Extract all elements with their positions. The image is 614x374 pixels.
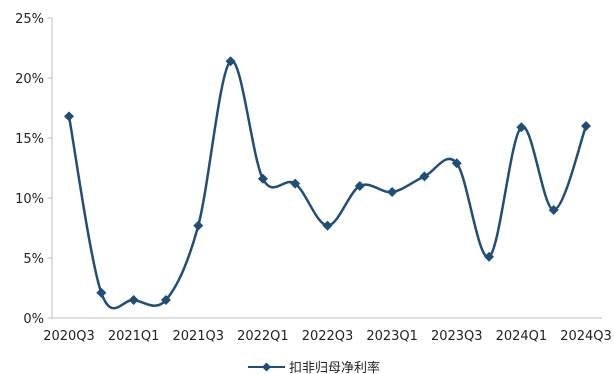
y-tick-label: 5% (23, 252, 44, 267)
x-tick-label: 2022Q1 (237, 329, 289, 344)
series-line (67, 59, 588, 310)
data-point-marker (290, 178, 301, 189)
y-axis: 0% 5% 10% 15% 20% 25% (15, 12, 53, 327)
x-tick-label: 2024Q1 (496, 329, 548, 344)
legend: 扣非归母净利率 (248, 360, 380, 374)
x-tick-label: 2020Q3 (43, 329, 95, 344)
data-point-marker (64, 111, 74, 122)
y-tick-label: 25% (15, 12, 44, 27)
data-point-marker (193, 220, 204, 231)
x-tick-label: 2021Q1 (108, 329, 160, 344)
y-tick-label: 0% (23, 312, 44, 327)
x-tick-label: 2022Q3 (302, 329, 354, 344)
data-point-marker (354, 181, 365, 191)
x-tick-label: 2023Q1 (366, 329, 418, 344)
y-tick-label: 20% (15, 72, 44, 87)
y-tick-label: 15% (15, 132, 44, 147)
data-point-marker (96, 287, 107, 298)
data-point-marker (484, 251, 495, 262)
x-axis: 2020Q3 2021Q1 2021Q3 2022Q1 2022Q3 2023Q1 2023… (43, 317, 612, 344)
data-point-marker (548, 205, 559, 215)
y-tick-labels: 0% 5% 10% 15% 20% 25% (15, 12, 52, 327)
data-point-marker (160, 295, 171, 305)
x-tick-label: 2024Q3 (560, 329, 612, 344)
data-point-marker (225, 56, 236, 67)
legend-marker (262, 362, 271, 372)
data-point-marker (451, 158, 462, 169)
y-tick-label: 10% (15, 192, 44, 207)
data-point-marker (387, 187, 398, 197)
x-tick-label: 2023Q3 (431, 329, 483, 344)
series-layer (64, 56, 591, 310)
legend-label: 扣非归母净利率 (289, 360, 380, 374)
data-point-marker (322, 220, 333, 231)
data-point-marker (128, 295, 139, 305)
data-point-marker (516, 122, 527, 133)
data-point-marker (581, 121, 591, 131)
data-point-marker (419, 171, 430, 182)
data-point-marker (257, 173, 268, 184)
x-tick-labels: 2020Q3 2021Q1 2021Q3 2022Q1 2022Q3 2023Q1 2023… (43, 329, 612, 344)
x-tick-label: 2021Q3 (172, 329, 224, 344)
